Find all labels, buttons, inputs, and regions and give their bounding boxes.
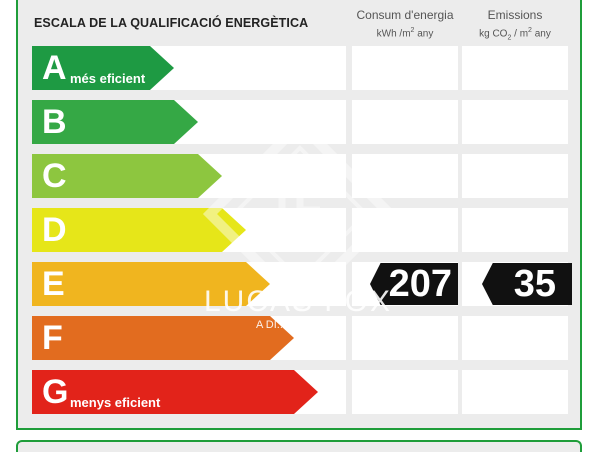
rating-arrow-e: E [32, 262, 270, 306]
consumption-column-label: Consum d'energia [356, 8, 454, 22]
emissions-cell [462, 100, 568, 144]
rating-letter: G [42, 373, 69, 411]
panel-title: ESCALA DE LA QUALIFICACIÓ ENERGÈTICA [34, 16, 309, 30]
emissions-cell [462, 154, 568, 198]
emissions-column-unit: kg CO2 / m2 any [479, 27, 551, 42]
consumption-cell [352, 316, 458, 360]
rating-letter: C [42, 157, 67, 195]
rating-label: més eficient [70, 71, 146, 86]
emissions-column-label: Emissions [487, 8, 543, 22]
watermark-tagline: A DI... [256, 319, 286, 331]
rating-arrow-d: D [32, 208, 246, 252]
next-panel-edge [16, 440, 582, 452]
rating-label: menys eficient [70, 395, 161, 410]
emissions-column-header: Emissions kg CO2 / m2 any [462, 8, 568, 45]
consumption-cell [352, 46, 458, 90]
emissions-cell [462, 370, 568, 414]
watermark-brand: LUCAS FOX [204, 285, 393, 318]
consumption-value-tag: 207 [370, 263, 458, 305]
consumption-column-unit: kWh /m2 any [376, 27, 434, 40]
consumption-cell [352, 208, 458, 252]
rating-letter: D [42, 211, 67, 249]
consumption-column-header: Consum d'energia kWh /m2 any [352, 8, 458, 41]
rating-letter: A [42, 49, 67, 87]
emissions-cell [462, 208, 568, 252]
consumption-cell [352, 100, 458, 144]
rating-arrow-f: F [32, 316, 294, 360]
rating-letter: F [42, 319, 63, 357]
consumption-cell [352, 154, 458, 198]
rating-letter: E [42, 265, 65, 303]
rating-arrow-c: C [32, 154, 222, 198]
emissions-cell [462, 46, 568, 90]
rating-arrow-b: B [32, 100, 198, 144]
consumption-cell [352, 370, 458, 414]
emissions-cell [462, 316, 568, 360]
rating-letter: B [42, 103, 67, 141]
emissions-value-tag: 35 [482, 263, 572, 305]
